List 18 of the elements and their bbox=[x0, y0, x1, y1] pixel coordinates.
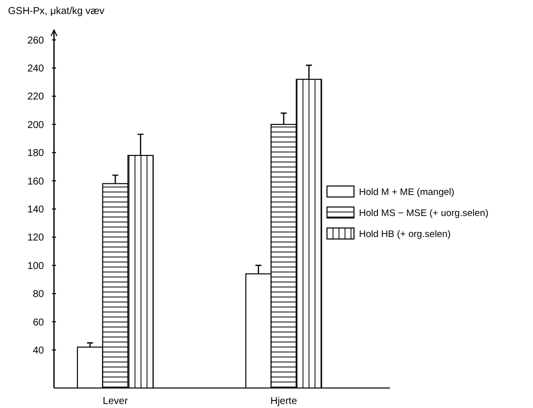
y-tick-label: 140 bbox=[27, 204, 44, 216]
y-tick-label: 60 bbox=[32, 317, 44, 328]
y-tick-label: 100 bbox=[27, 260, 44, 272]
y-tick-label: 200 bbox=[27, 120, 44, 131]
x-tick-label: Lever bbox=[102, 396, 128, 407]
y-tick-label: 40 bbox=[32, 345, 44, 356]
y-axis-title: GSH-Px, μkat/kg væv bbox=[8, 6, 104, 17]
y-tick-label: 120 bbox=[27, 232, 44, 244]
y-tick-label: 80 bbox=[32, 289, 44, 300]
y-tick-label: 260 bbox=[27, 35, 44, 46]
y-tick-label: 220 bbox=[27, 92, 44, 103]
y-tick-label: 180 bbox=[27, 148, 44, 160]
y-tick-label: 160 bbox=[27, 176, 44, 188]
legend-label: Hold MS − MSE (+ uorg.selen) bbox=[359, 208, 488, 219]
y-tick-label: 240 bbox=[27, 64, 44, 75]
x-tick-label: Hjerte bbox=[270, 396, 298, 407]
legend-label: Hold HB (+ org.selen) bbox=[359, 229, 451, 240]
legend-label: Hold M + ME (mangel) bbox=[359, 187, 454, 198]
